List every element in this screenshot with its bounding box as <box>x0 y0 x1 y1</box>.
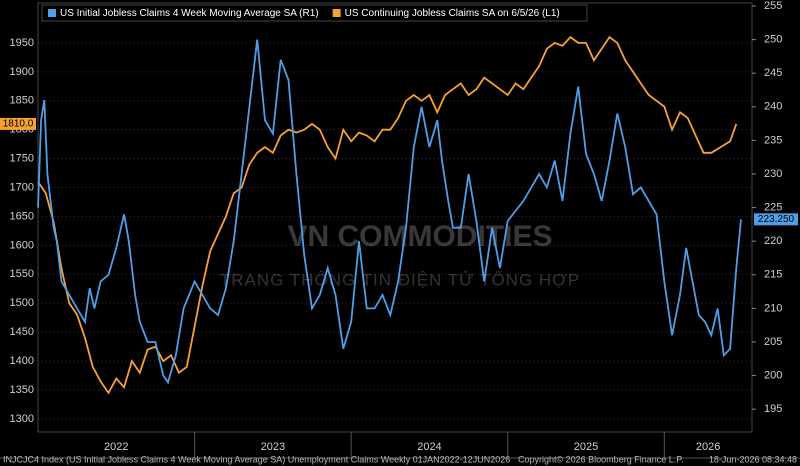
legend-swatch <box>332 9 341 17</box>
last-value-label: 1810.0 <box>3 119 34 130</box>
y-tick-label: 1900 <box>10 66 34 78</box>
last-value-label: 223.250 <box>758 214 795 225</box>
y-tick-label: 1750 <box>10 153 34 165</box>
plot-area <box>37 2 753 433</box>
y-tick-label: 1500 <box>10 297 34 309</box>
footer-source: INJCJC4 Index (US Initial Jobless Claims… <box>3 454 510 464</box>
y-tick-label: 1600 <box>10 239 34 251</box>
legend-label: US Continuing Jobless Claims SA on 6/5/2… <box>345 8 560 19</box>
y2-tick-label: 215 <box>764 269 782 281</box>
x-tick-label: 2024 <box>417 441 441 453</box>
y2-tick-label: 240 <box>764 101 782 113</box>
footer-copyright: Copyright© 2026 Bloomberg Finance L.P. <box>518 454 684 464</box>
legend-box <box>41 4 588 22</box>
series-line <box>37 39 742 385</box>
footer-timestamp: 18-Jun-2026 08:34:48 <box>709 454 797 464</box>
y2-tick-label: 210 <box>764 302 782 314</box>
watermark: VN COMMODITIES <box>287 220 552 253</box>
y-tick-label: 1650 <box>10 210 34 222</box>
x-tick-label: 2026 <box>696 441 720 453</box>
y2-tick-label: 225 <box>764 201 782 213</box>
y-tick-label: 1450 <box>10 326 34 338</box>
y2-tick-label: 220 <box>764 235 782 247</box>
x-tick-label: 2025 <box>574 441 598 453</box>
y-tick-label: 1550 <box>10 268 34 280</box>
y2-tick-label: 200 <box>764 369 782 381</box>
y-tick-label: 1300 <box>10 413 34 425</box>
watermark: TRANG THÔNG TIN ĐIỆN TỬ TỔNG HỢP <box>220 270 580 289</box>
x-tick-label: 2022 <box>104 441 128 453</box>
y2-tick-label: 235 <box>764 134 782 146</box>
y2-tick-label: 205 <box>764 336 782 348</box>
legend-swatch <box>48 9 56 17</box>
y2-tick-label: 255 <box>764 0 782 12</box>
y-tick-label: 1350 <box>10 384 34 396</box>
series-line <box>37 35 738 395</box>
y-tick-label: 1700 <box>10 181 34 193</box>
y-tick-label: 1850 <box>10 95 34 107</box>
y2-tick-label: 195 <box>764 403 782 415</box>
last-value-tag <box>0 117 36 130</box>
last-value-tag <box>754 213 798 226</box>
y2-tick-label: 250 <box>764 34 782 46</box>
y2-tick-label: 245 <box>764 67 782 79</box>
y2-tick-label: 230 <box>764 168 782 180</box>
x-tick-label: 2023 <box>261 441 285 453</box>
y-tick-label: 1950 <box>10 37 34 49</box>
y-tick-label: 1400 <box>10 355 34 367</box>
legend-label: US Initial Jobless Claims 4 Week Moving … <box>60 8 319 19</box>
